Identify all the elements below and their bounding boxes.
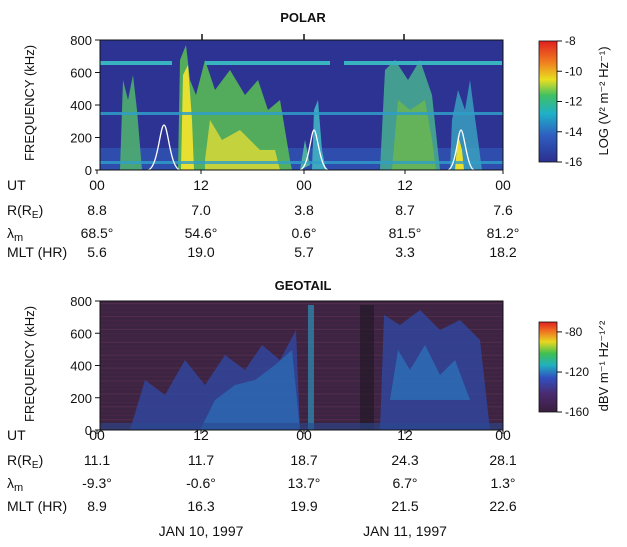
geotail-ephemeris-row-label: UT <box>7 427 26 443</box>
polar-ephemeris-value: 81.2° <box>487 225 520 241</box>
geotail-y-tick-label: 400 <box>70 359 92 374</box>
polar-ephemeris-row-label: λm <box>7 225 23 244</box>
polar-colorbar-label: LOG (V² m⁻² Hz⁻¹) <box>596 46 611 155</box>
polar-ephemeris-value: 68.5° <box>81 225 114 241</box>
geotail-ephemeris-value: 8.9 <box>87 498 107 514</box>
polar-ephemeris-table: UT 00 12 00 12 00 R(RE) 8.8 7.0 3.8 8.7 7.6 λm 68.5° 5… <box>7 177 519 260</box>
geotail-ephemeris-value: 21.5 <box>391 498 418 514</box>
polar-y-tick-label: 800 <box>70 33 92 48</box>
geotail-ephemeris-value: 13.7° <box>288 475 321 491</box>
polar-top-ticks <box>201 34 405 40</box>
geotail-ephemeris-value: 00 <box>495 427 511 443</box>
geotail-colorbar-tick-label: -80 <box>565 325 583 339</box>
geotail-ephemeris-value: 12 <box>193 427 209 443</box>
polar-ephemeris-value: 5.7 <box>294 244 314 260</box>
polar-ephemeris-value: 00 <box>296 177 312 193</box>
polar-ephemeris-value: 0.6° <box>291 225 316 241</box>
geotail-colorbar-label: dBV m⁻¹ Hz⁻¹ᐟ² <box>596 320 611 411</box>
geotail-ephemeris-value: 22.6 <box>489 498 516 514</box>
polar-ephemeris-value: 3.3 <box>395 244 415 260</box>
polar-colorbar-tick-label: -14 <box>565 125 583 139</box>
geotail-ephemeris-row-label: λm <box>7 475 23 494</box>
polar-ephemeris-value: 7.6 <box>493 202 513 218</box>
polar-ephemeris-value: 8.8 <box>87 202 107 218</box>
geotail-y-tick-label: 0 <box>85 423 92 438</box>
geotail-y-ticks: 800 600 400 200 0 <box>70 294 504 438</box>
geotail-ephemeris-value: 1.3° <box>490 475 515 491</box>
geotail-y-label: FREQUENCY (kHz) <box>22 306 37 422</box>
polar-ephemeris-value: 00 <box>495 177 511 193</box>
geotail-ephemeris-value: 18.7 <box>290 452 317 468</box>
polar-y-tick-label: 400 <box>70 98 92 113</box>
geotail-ephemeris-value: 11.1 <box>84 452 110 468</box>
polar-ephemeris-row-label: R(RE) <box>7 202 43 221</box>
polar-colorbar-tick-label: -16 <box>565 155 583 169</box>
geotail-ephemeris-value: 11.7 <box>188 452 214 468</box>
geotail-spectrogram <box>99 300 504 431</box>
geotail-y-tick-label: 600 <box>70 326 92 341</box>
polar-colorbar <box>538 40 558 163</box>
geotail-ephemeris-table: UT 00 12 00 12 00 R(RE) 11.1 11.7 18.7 24.3 28.1 λm -… <box>7 427 517 514</box>
polar-ephemeris-value: 00 <box>89 177 105 193</box>
geotail-ephemeris-value: 00 <box>296 427 312 443</box>
geotail-y-tick-label: 200 <box>70 391 92 406</box>
geotail-title: GEOTAIL <box>275 278 332 293</box>
geotail-y-tick-label: 800 <box>70 294 92 309</box>
polar-ephemeris-value: 8.7 <box>395 202 415 218</box>
geotail-ephemeris-value: -0.6° <box>186 475 216 491</box>
polar-y-label: FREQUENCY (kHz) <box>22 45 37 161</box>
polar-ephemeris-value: 12 <box>397 177 413 193</box>
polar-title: POLAR <box>280 10 326 25</box>
date-jan-11: JAN 11, 1997 <box>363 523 447 539</box>
date-jan-10: JAN 10, 1997 <box>159 523 244 539</box>
geotail-colorbar-tick-label: -160 <box>565 405 589 419</box>
polar-y-tick-label: 600 <box>70 66 92 81</box>
geotail-colorbar <box>538 321 558 413</box>
geotail-ephemeris-value: 28.1 <box>489 452 516 468</box>
geotail-ephemeris-value: 00 <box>89 427 105 443</box>
polar-colorbar-tick-label: -8 <box>565 34 576 48</box>
geotail-ephemeris-value: 12 <box>397 427 413 443</box>
polar-ephemeris-value: 5.6 <box>87 244 107 260</box>
polar-ephemeris-value: 18.2 <box>489 244 516 260</box>
polar-ephemeris-value: 7.0 <box>191 202 211 218</box>
geotail-colorbar-ticks: -80 -120 -160 <box>557 325 589 419</box>
geotail-ephemeris-value: 16.3 <box>187 498 214 514</box>
polar-colorbar-ticks: -8 -10 -12 -14 -16 <box>557 34 583 169</box>
polar-ephemeris-value: 19.0 <box>187 244 214 260</box>
polar-ephemeris-row-label: MLT (HR) <box>7 244 67 260</box>
geotail-ephemeris-row-label: MLT (HR) <box>7 498 67 514</box>
geotail-colorbar-tick-label: -120 <box>565 365 589 379</box>
polar-ephemeris-value: 12 <box>193 177 209 193</box>
polar-y-tick-label: 0 <box>85 163 92 178</box>
polar-spectrogram <box>99 39 504 171</box>
polar-ephemeris-row-label: UT <box>7 177 26 193</box>
polar-ephemeris-value: 81.5° <box>389 225 422 241</box>
geotail-ephemeris-value: 24.3 <box>391 452 418 468</box>
polar-ephemeris-value: 3.8 <box>294 202 314 218</box>
geotail-ephemeris-value: 6.7° <box>392 475 417 491</box>
polar-colorbar-tick-label: -12 <box>565 95 583 109</box>
geotail-ephemeris-row-label: R(RE) <box>7 452 43 471</box>
polar-colorbar-tick-label: -10 <box>565 64 583 78</box>
polar-y-ticks: 800 600 400 200 0 <box>70 33 504 178</box>
geotail-ephemeris-value: 19.9 <box>290 498 317 514</box>
geotail-ephemeris-value: -9.3° <box>82 475 112 491</box>
polar-y-tick-label: 200 <box>70 131 92 146</box>
polar-ephemeris-value: 54.6° <box>185 225 218 241</box>
